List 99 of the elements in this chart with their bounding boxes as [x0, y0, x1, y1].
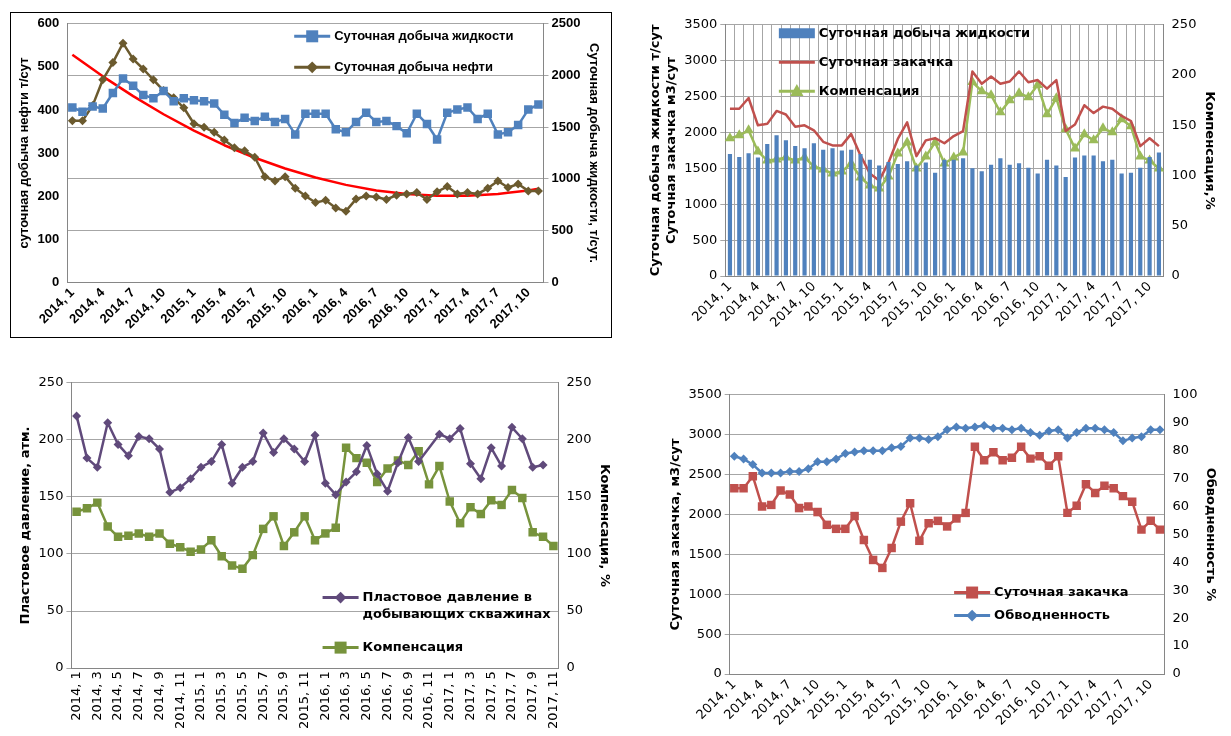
x-tick-label: 2014, 5	[109, 671, 125, 721]
y-tick-label: 2000	[688, 505, 722, 521]
y-tick-label: 200	[37, 187, 60, 203]
x-tick-label: 2014, 9	[150, 671, 166, 721]
y2-tick-label: 100	[1172, 386, 1198, 402]
y-axis-title: Пластовое давление, атм.	[17, 426, 33, 625]
x-tick-label: 2016, 5	[358, 671, 374, 721]
x-tick-label: 2014, 11	[171, 671, 187, 729]
y2-tick-label: 0	[1172, 665, 1181, 681]
y2-tick-label: 250	[1171, 16, 1197, 32]
y-tick-label: 0	[55, 659, 64, 675]
y2-tick-label: 0	[551, 273, 559, 289]
y2-tick-label: 2500	[551, 15, 581, 31]
y-axis-title: Суточная добыча жидкости т/сут Суточная закачка м3/сут	[647, 24, 678, 277]
legend-label: Суточная закачка	[994, 583, 1129, 599]
y2-tick-label: 200	[1171, 66, 1197, 82]
y2-tick-label: 200	[566, 431, 592, 447]
y2-tick-label: 70	[1172, 469, 1190, 485]
legend-label: Суточная добыча жидкости	[818, 24, 1031, 40]
legend-label: Пластовое давление в добывающих скважинах	[362, 588, 552, 621]
y-tick-label: 500	[696, 625, 722, 641]
y2-tick-label: 90	[1172, 414, 1190, 430]
y-tick-label: 2000	[684, 123, 718, 139]
y-tick-label: 100	[37, 230, 60, 246]
legend-label: Суточная закачка	[818, 53, 954, 69]
x-tick-label: 2016, 3	[337, 671, 353, 721]
x-tick-label: 2015, 1	[192, 671, 208, 721]
x-tick-label: 2017, 1	[441, 671, 457, 721]
y2-axis-title: Компенсация, %	[597, 463, 613, 587]
y-tick-label: 600	[37, 15, 60, 31]
y2-tick-label: 80	[1172, 442, 1190, 458]
y-tick-label: 100	[38, 545, 64, 561]
legend-label: Суточная добыча нефти	[334, 58, 493, 74]
y2-tick-label: 100	[1171, 166, 1197, 182]
x-tick-label: 2017, 9	[524, 671, 540, 721]
x-tick-label: 2014, 7	[130, 671, 146, 721]
y-tick-label: 150	[38, 488, 64, 504]
y-tick-label: 1500	[684, 159, 718, 175]
y-tick-label: 0	[713, 665, 722, 681]
y-tick-label: 500	[37, 58, 60, 74]
y2-tick-label: 2000	[551, 67, 581, 83]
y2-tick-label: 500	[551, 222, 574, 238]
y-tick-label: 1000	[684, 195, 718, 211]
y2-tick-label: 150	[566, 488, 592, 504]
x-tick-label: 2015, 5	[233, 671, 249, 721]
y-tick-label: 50	[46, 602, 64, 618]
y-tick-label: 0	[709, 267, 718, 283]
y-tick-label: 500	[692, 231, 718, 247]
y2-tick-label: 250	[566, 374, 592, 390]
y-axis-title: Суточная закачка, м3/сут	[667, 437, 683, 631]
y2-tick-label: 50	[566, 602, 584, 618]
x-tick-label: 2016, 11	[420, 671, 436, 729]
y2-tick-label: 1000	[551, 170, 581, 186]
y-tick-label: 0	[52, 273, 60, 289]
y2-tick-label: 100	[566, 545, 592, 561]
y2-tick-label: 150	[1171, 116, 1197, 132]
y-tick-label: 3500	[684, 16, 718, 32]
x-tick-label: 2015, 7	[254, 671, 270, 721]
y2-axis-title: Компенсация,%	[1202, 91, 1218, 210]
x-tick-label: 2017, 5	[482, 671, 498, 721]
y-tick-label: 200	[38, 431, 64, 447]
y-tick-label: 3500	[688, 386, 722, 402]
x-tick-label: 2016, 9	[399, 671, 415, 721]
x-tick-label: 2014, 3	[88, 671, 104, 721]
y2-axis-title: Суточная добыча жидкости, т/сут.	[586, 43, 602, 263]
y-tick-label: 400	[37, 101, 60, 117]
y2-tick-label: 1500	[551, 118, 581, 134]
y2-tick-label: 0	[566, 659, 575, 675]
x-tick-label: 2015, 11	[296, 671, 312, 729]
y-tick-label: 2500	[688, 465, 722, 481]
y2-axis-title: Обводненность %	[1203, 467, 1219, 602]
x-tick-label: 2017, 7	[503, 671, 519, 721]
y-axis-title: суточная добыча нефти т/сут	[16, 57, 32, 249]
y-tick-label: 300	[37, 144, 60, 160]
x-tick-label: 2015, 9	[275, 671, 291, 721]
y-tick-label: 1000	[688, 585, 722, 601]
y2-tick-label: 50	[1172, 525, 1190, 541]
y-tick-label: 3000	[684, 52, 718, 68]
y2-tick-label: 40	[1172, 553, 1190, 569]
x-tick-label: 2016, 7	[378, 671, 394, 721]
y-tick-label: 3000	[688, 426, 722, 442]
y2-tick-label: 50	[1171, 217, 1189, 233]
x-tick-label: 2015, 3	[213, 671, 229, 721]
legend-label: Обводненность	[994, 606, 1111, 622]
y2-tick-label: 0	[1171, 267, 1180, 283]
y-tick-label: 2500	[684, 87, 718, 103]
y-tick-label: 250	[38, 374, 64, 390]
y2-tick-label: 20	[1172, 609, 1190, 625]
x-tick-label: 2017, 3	[461, 671, 477, 721]
x-tick-label: 2017, 11	[544, 671, 560, 729]
y-tick-label: 1500	[688, 545, 722, 561]
legend-label: Суточная добыча жидкости	[334, 27, 514, 43]
y2-tick-label: 10	[1172, 637, 1190, 653]
legend-label: Компенсация	[362, 638, 464, 654]
y2-tick-label: 30	[1172, 581, 1190, 597]
y2-tick-label: 60	[1172, 497, 1190, 513]
legend-label: Компенсация	[818, 82, 920, 98]
x-tick-label: 2016, 1	[316, 671, 332, 721]
x-tick-label: 2014, 1	[67, 671, 83, 721]
